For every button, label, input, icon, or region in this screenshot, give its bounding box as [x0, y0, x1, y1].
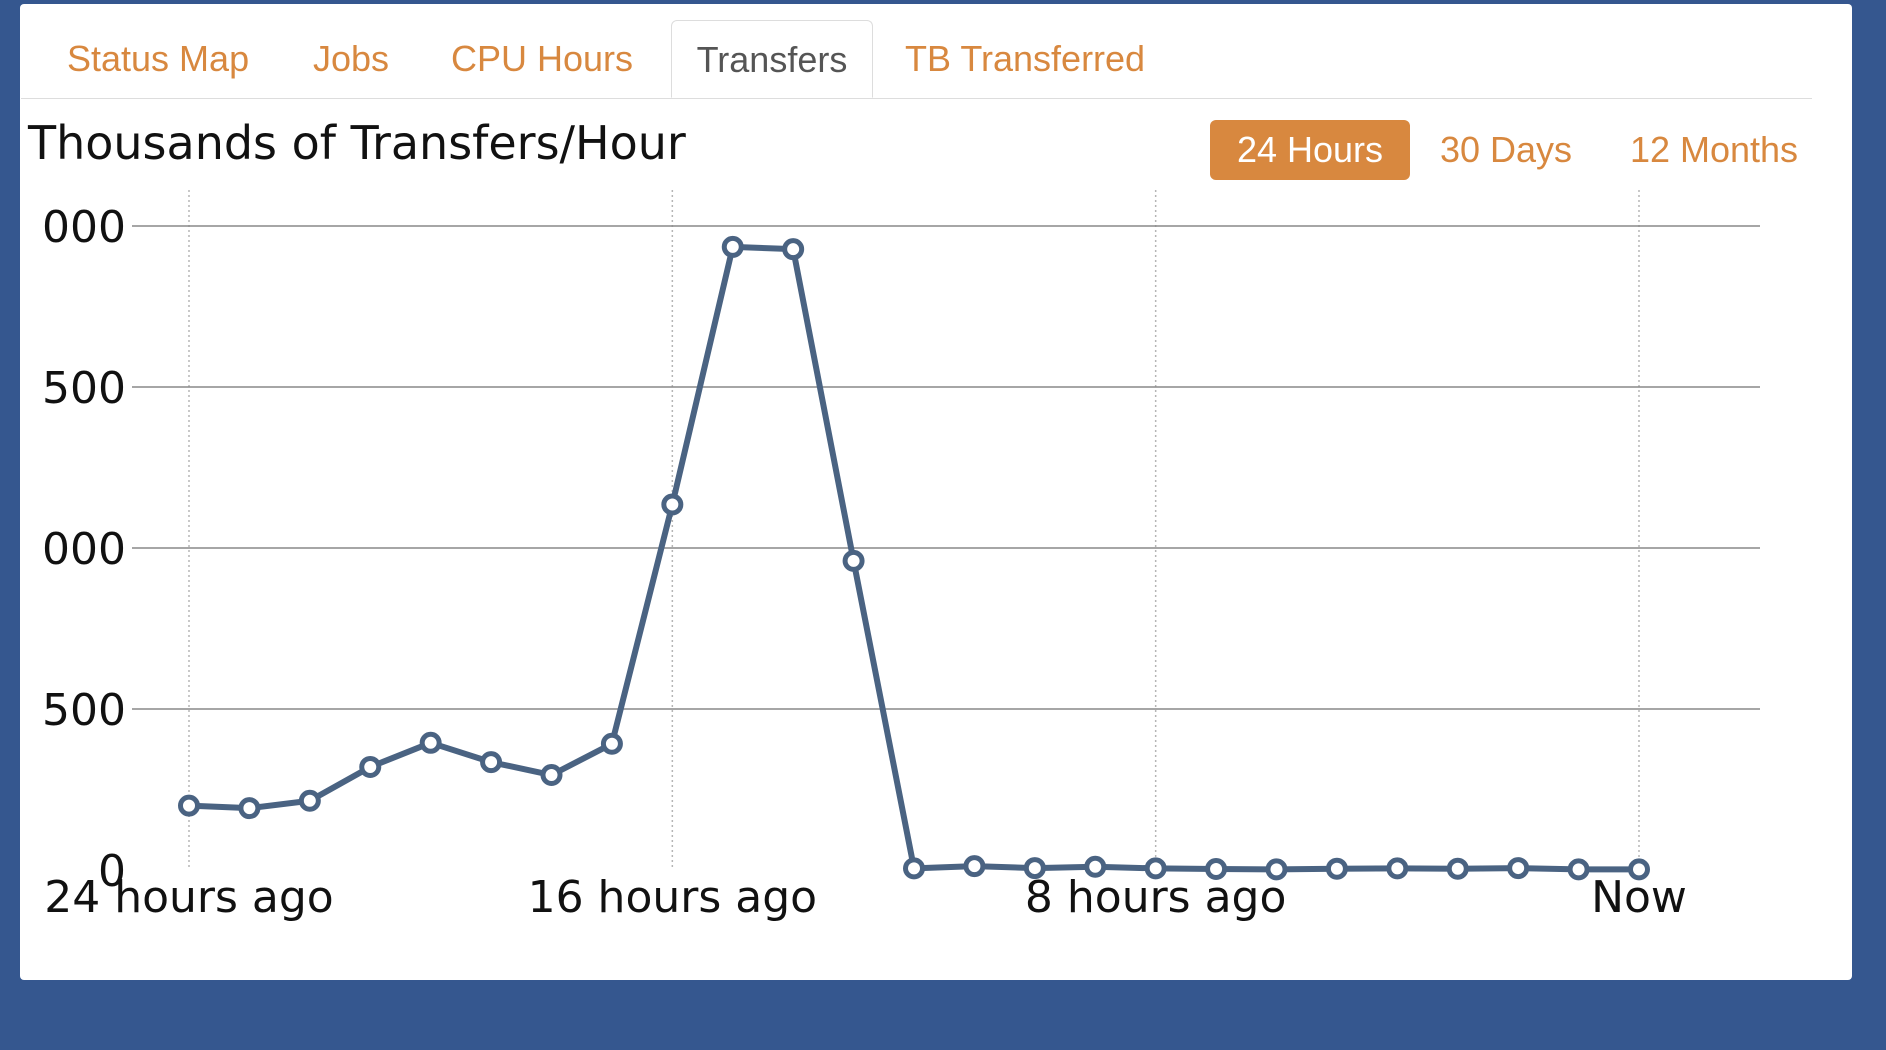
data-point: [1389, 860, 1406, 877]
data-point: [1087, 858, 1104, 875]
vertical-gridlines: [189, 190, 1639, 870]
data-point: [1147, 860, 1164, 877]
data-point: [543, 767, 560, 784]
data-point: [845, 552, 862, 569]
data-point: [1570, 861, 1587, 878]
data-point: [1208, 861, 1225, 878]
data-point: [181, 797, 198, 814]
x-tick-label: 16 hours ago: [528, 872, 817, 923]
data-point: [1328, 860, 1345, 877]
data-point: [422, 734, 439, 751]
series-line: [189, 247, 1639, 869]
y-tick-label: 000: [42, 524, 126, 575]
data-point: [362, 758, 379, 775]
data-point: [664, 496, 681, 513]
x-tick-label: 8 hours ago: [1025, 872, 1287, 923]
y-tick-label: 500: [42, 363, 126, 414]
data-point: [724, 238, 741, 255]
data-point: [483, 754, 500, 771]
data-point: [906, 860, 923, 877]
data-point: [1631, 861, 1648, 878]
data-point: [966, 858, 983, 875]
horizontal-gridlines: [132, 226, 1760, 709]
x-axis-tick-labels: 24 hours ago 16 hours ago 8 hours ago Now: [44, 872, 1687, 923]
data-point: [301, 792, 318, 809]
data-point: [785, 241, 802, 258]
y-tick-label: 500: [42, 685, 126, 736]
data-point: [603, 735, 620, 752]
data-point: [1449, 860, 1466, 877]
plot-area: [181, 238, 1648, 877]
x-tick-label: 24 hours ago: [44, 872, 333, 923]
y-tick-label: 000: [42, 202, 126, 253]
data-point: [241, 800, 258, 817]
data-point: [1026, 860, 1043, 877]
data-point: [1510, 860, 1527, 877]
data-point: [1268, 861, 1285, 878]
